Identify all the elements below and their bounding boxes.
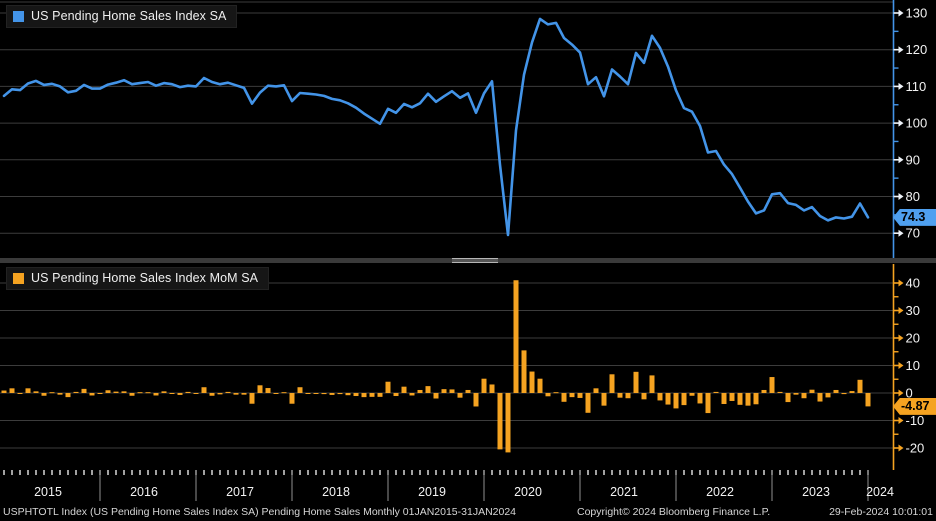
- ticker-description: USPHTOTL Index (US Pending Home Sales In…: [3, 506, 517, 518]
- legend-bottom-label: US Pending Home Sales Index MoM SA: [31, 271, 259, 285]
- last-value-tag-bar[interactable]: -4.87: [893, 397, 936, 415]
- y-tick-label: 80: [906, 189, 920, 204]
- y-tick-label: 100: [906, 116, 928, 131]
- bar-series-swatch-icon: [13, 272, 24, 284]
- last-value-bar: -4.87: [901, 399, 930, 414]
- status-bar: USPHTOTL Index (US Pending Home Sales In…: [0, 505, 936, 521]
- y-tick-label: 90: [906, 152, 920, 167]
- y-tick-label: 40: [906, 276, 920, 291]
- y-tick-label: 120: [906, 42, 928, 57]
- y-tick-label: 110: [906, 79, 927, 94]
- x-axis[interactable]: 2015 2016 2017 2018 2019 2020 2021 2022 2023 2024: [3, 470, 894, 501]
- y-tick-label: 0: [906, 386, 913, 401]
- y-tick-label: 70: [906, 226, 920, 241]
- y-tick-label: 130: [906, 6, 928, 21]
- year-label: 2018: [322, 485, 350, 499]
- y-tick-label: 30: [906, 303, 920, 318]
- year-label: 2016: [130, 485, 158, 499]
- bar-series[interactable]: [1, 280, 871, 453]
- copyright-notice: Copyright© 2024 Bloomberg Finance L.P.: [577, 506, 771, 518]
- year-label: 2022: [706, 485, 734, 499]
- y-axis-bottom-panel[interactable]: -20 -10 0 10 20 30 40: [892, 264, 925, 470]
- y-tick-label: -10: [906, 413, 925, 428]
- last-value-line: 74.3: [901, 210, 926, 225]
- year-label: 2024: [866, 485, 894, 499]
- line-series[interactable]: [2, 17, 870, 237]
- y-tick-label: 20: [906, 331, 920, 346]
- year-label: 2020: [514, 485, 542, 499]
- y-tick-label: 10: [906, 358, 920, 373]
- gridlines: [0, 1, 893, 449]
- last-value-tag-line[interactable]: 74.3: [893, 208, 936, 226]
- year-label: 2019: [418, 485, 446, 499]
- year-label: 2017: [226, 485, 254, 499]
- y-tick-label: -20: [906, 441, 925, 456]
- year-label: 2023: [802, 485, 830, 499]
- y-axis-top-panel[interactable]: 70 80 90 100 110 120 130: [892, 0, 928, 258]
- timestamp: 29-Feb-2024 10:01:01: [829, 506, 933, 518]
- year-label: 2015: [34, 485, 62, 499]
- legend-top-panel[interactable]: US Pending Home Sales Index SA: [6, 5, 238, 28]
- panel-divider: [0, 258, 936, 263]
- legend-top-label: US Pending Home Sales Index SA: [31, 9, 227, 23]
- year-label: 2021: [610, 485, 638, 499]
- line-series-swatch-icon: [13, 10, 24, 22]
- panel-resize-handle-icon[interactable]: [452, 258, 498, 263]
- legend-bottom-panel[interactable]: US Pending Home Sales Index MoM SA: [6, 267, 270, 290]
